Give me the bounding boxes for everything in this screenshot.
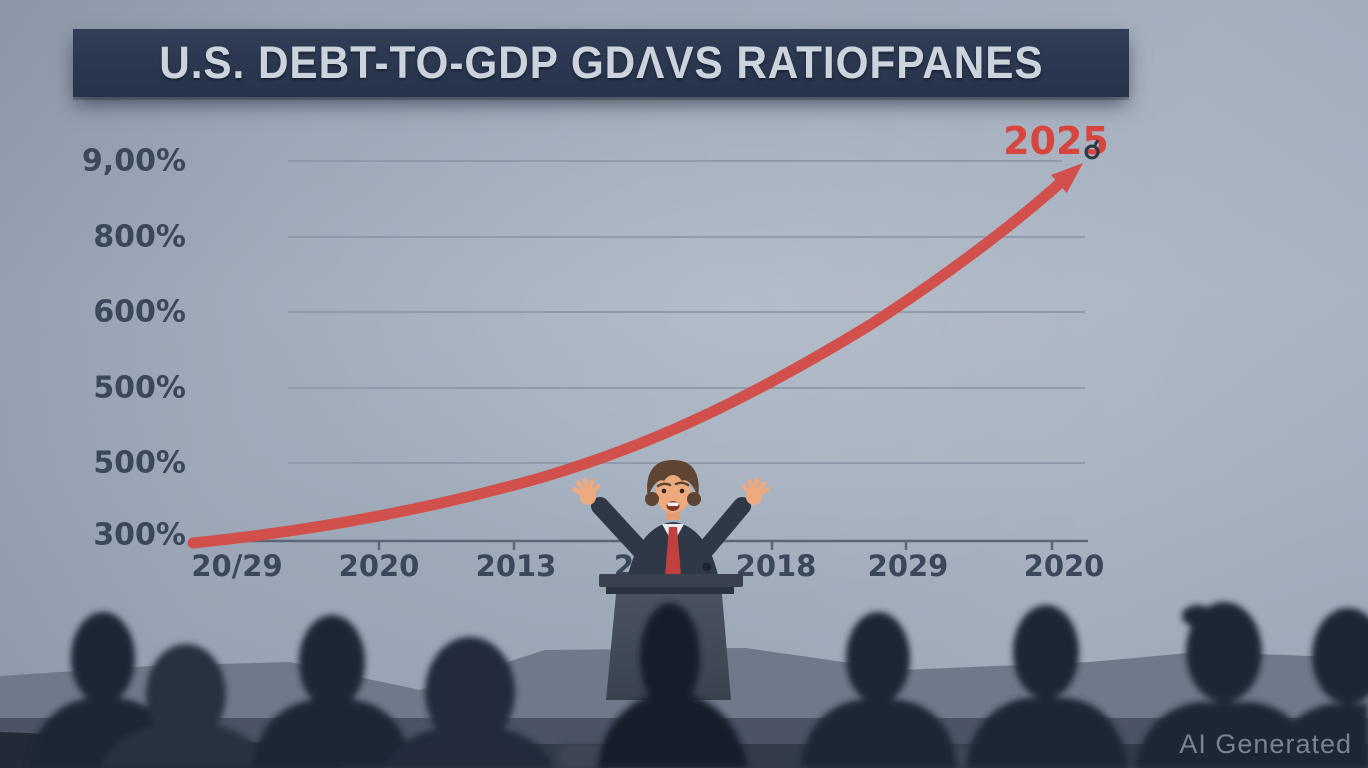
audience-member	[1135, 602, 1314, 768]
speaker-right-hand	[741, 477, 771, 505]
speaker-hair-side-right	[687, 492, 701, 506]
ai-generated-watermark: AI Generated	[1179, 729, 1352, 759]
speaker-figure	[571, 460, 771, 588]
x-tick-label: 20/29	[191, 549, 282, 583]
speaker-hair	[647, 460, 699, 498]
speaker-hair-side-left	[645, 492, 659, 506]
x-axis-labels: 20/29 2020 2013 20 2018 2029 2020	[191, 549, 1104, 583]
chart-title: U.S. DEBT-TO-GDP GDΛVS RATIOFPANES	[158, 37, 1044, 88]
audience-member	[596, 603, 748, 768]
x-tick-label: 2029	[868, 549, 949, 583]
y-tick-label: 300%	[93, 518, 186, 553]
y-axis-labels: 9,00% 800% 600% 500% 500% 300%	[82, 144, 186, 553]
y-tick-label: 800%	[93, 220, 186, 255]
audience-member	[252, 615, 412, 768]
x-tick-label: 2020	[1024, 549, 1105, 583]
x-tick-label: 2018	[736, 549, 817, 583]
podium-microphone	[702, 562, 712, 572]
speaker-left-hand	[571, 477, 601, 505]
debt-curve	[187, 178, 1065, 549]
x-tick-label: 2020	[339, 549, 420, 583]
audience-member	[965, 605, 1128, 768]
podium-top-slab	[599, 574, 743, 587]
y-tick-label: 9,00%	[82, 144, 186, 179]
y-tick-label: 600%	[93, 295, 186, 330]
audience-member	[800, 612, 958, 768]
audience-row	[28, 602, 1368, 768]
audience-member	[385, 637, 554, 768]
title-banner: U.S. DEBT-TO-GDP GDΛVS RATIOFPANES	[73, 29, 1129, 97]
stray-ink-glyph	[1084, 139, 1100, 160]
year-annotation: 2025	[1003, 119, 1109, 163]
speaker-face-features	[656, 481, 690, 511]
x-tick-label: 2013	[476, 549, 557, 583]
audience-member	[100, 644, 270, 768]
y-tick-label: 500%	[93, 371, 186, 406]
audience-member	[1272, 608, 1368, 768]
y-tick-label: 500%	[93, 446, 186, 481]
speaker-tie	[665, 527, 681, 576]
curve-arrowhead	[1051, 163, 1083, 193]
podium-top-shadow	[606, 587, 734, 594]
